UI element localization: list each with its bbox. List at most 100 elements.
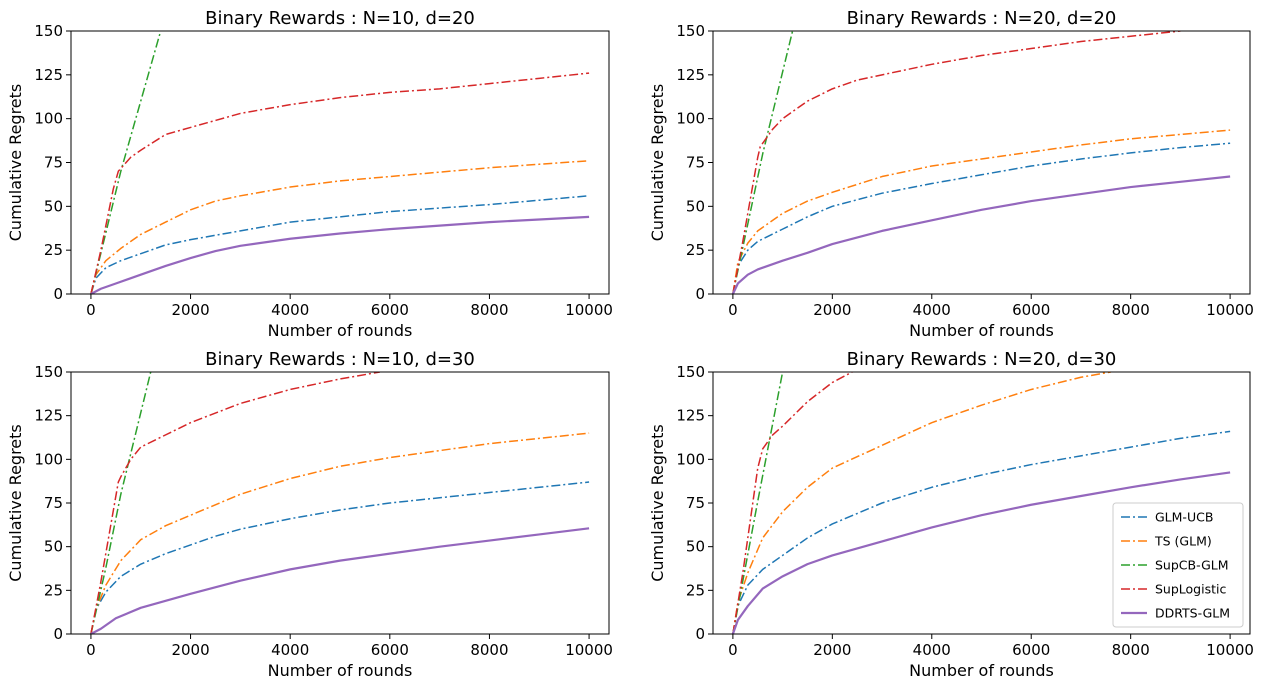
- y-tick-label: 75: [44, 494, 63, 512]
- x-tick-label: 0: [728, 641, 738, 659]
- series-line-glm-ucb: [90, 195, 590, 294]
- series-line-ts-glm: [90, 160, 590, 294]
- series-line-ts-glm: [90, 432, 590, 634]
- series-line-suplogistic: [732, 372, 853, 634]
- y-tick-label: 125: [34, 66, 63, 84]
- x-tick-label: 8000: [470, 641, 508, 659]
- y-tick-label: 150: [676, 22, 705, 40]
- x-tick-label: 2000: [813, 641, 851, 659]
- x-tick-label: 10000: [565, 301, 613, 319]
- y-tick-label: 150: [676, 363, 705, 381]
- y-tick-label: 125: [676, 407, 705, 425]
- legend-entry: TS (GLM): [1154, 534, 1212, 549]
- plot-area: [731, 372, 1231, 634]
- x-tick-label: 2000: [171, 301, 209, 319]
- x-tick-label: 6000: [371, 641, 409, 659]
- chart-panel-2: 0 2000 4000 6000 8000 10000 0 25 50 75 100 125 150 Bi…: [648, 8, 1254, 340]
- chart-title: Binary Rewards : N=10, d=20: [205, 8, 475, 29]
- y-tick-label: 25: [44, 581, 63, 599]
- chart-panel-4: 0 2000 4000 6000 8000 10000 0 25 50 75 100 125 150 Bi…: [648, 349, 1254, 680]
- series-line-ddrts-glm: [731, 471, 1231, 634]
- axes-frame: [70, 371, 610, 635]
- x-tick-label: 6000: [371, 301, 409, 319]
- y-axis-label: Cumulative Regrets: [648, 84, 667, 241]
- y-tick-label: 0: [53, 625, 63, 643]
- y-tick-label: 0: [695, 285, 705, 303]
- y-tick-label: 25: [686, 581, 705, 599]
- chart-panel-1: 0 2000 4000 6000 8000 10000 0 25 50 75 100 125 150 Bi…: [6, 8, 613, 340]
- legend-entry: GLM-UCB: [1155, 510, 1213, 525]
- chart-title: Binary Rewards : N=20, d=20: [847, 8, 1117, 29]
- y-tick-label: 50: [686, 197, 705, 215]
- series-line-ddrts-glm: [90, 527, 590, 634]
- x-tick-label: 6000: [1012, 301, 1050, 319]
- y-axis-label: Cumulative Regrets: [648, 424, 667, 581]
- x-tick-label: 2000: [171, 641, 209, 659]
- series-line-glm-ucb: [90, 481, 590, 634]
- x-tick-label: 4000: [913, 641, 951, 659]
- series-line-suplogistic: [90, 372, 380, 634]
- series-line-suplogistic: [90, 72, 590, 294]
- y-tick-label: 150: [34, 363, 63, 381]
- y-tick-label: 125: [34, 407, 63, 425]
- legend-entry: SupCB-GLM: [1155, 558, 1229, 573]
- x-axis-label: Number of rounds: [268, 321, 413, 340]
- y-tick-label: 75: [44, 154, 63, 172]
- y-tick-label: 50: [44, 538, 63, 556]
- x-axis-label: Number of rounds: [268, 661, 413, 680]
- y-tick-label: 100: [676, 450, 705, 468]
- x-tick-label: 10000: [1206, 641, 1254, 659]
- y-tick-label: 0: [695, 625, 705, 643]
- y-tick-label: 100: [34, 450, 63, 468]
- y-tick-label: 100: [34, 110, 63, 128]
- x-tick-label: 6000: [1012, 641, 1050, 659]
- x-tick-label: 4000: [271, 641, 309, 659]
- legend-box: [1112, 502, 1244, 628]
- x-tick-label: 10000: [565, 641, 613, 659]
- plot-area: [731, 31, 1231, 294]
- y-tick-label: 75: [686, 154, 705, 172]
- x-tick-label: 8000: [1112, 301, 1150, 319]
- series-line-ddrts-glm: [90, 215, 590, 294]
- x-axis-label: Number of rounds: [909, 321, 1054, 340]
- series-line-ddrts-glm: [731, 175, 1231, 294]
- legend-entry: SupLogistic: [1155, 582, 1226, 597]
- x-tick-label: 8000: [470, 301, 508, 319]
- plot-area: [90, 372, 590, 634]
- y-tick-label: 50: [44, 197, 63, 215]
- y-tick-label: 50: [686, 538, 705, 556]
- series-line-supcb-glm: [732, 31, 794, 294]
- x-tick-label: 2000: [813, 301, 851, 319]
- series-line-suplogistic: [732, 31, 1181, 294]
- chart-title: Binary Rewards : N=10, d=30: [205, 349, 475, 370]
- series-line-glm-ucb: [732, 430, 1231, 634]
- y-tick-label: 75: [686, 494, 705, 512]
- axes-frame: [712, 30, 1251, 295]
- series-line-ts-glm: [732, 372, 1111, 634]
- y-tick-label: 125: [676, 66, 705, 84]
- axes-frame: [70, 30, 610, 295]
- y-axis-label: Cumulative Regrets: [6, 424, 25, 581]
- series-line-glm-ucb: [732, 142, 1231, 294]
- legend-entry: DDRTS-GLM: [1155, 606, 1230, 621]
- plot-area: [90, 31, 590, 294]
- chart-title: Binary Rewards : N=20, d=30: [847, 349, 1117, 370]
- y-axis-label: Cumulative Regrets: [6, 84, 25, 241]
- series-line-ts-glm: [732, 129, 1231, 294]
- y-tick-label: 100: [676, 110, 705, 128]
- x-tick-label: 4000: [913, 301, 951, 319]
- x-tick-label: 4000: [271, 301, 309, 319]
- legend: GLM-UCB TS (GLM) SupCB-GLM SupLogistic DDRTS…: [1112, 502, 1244, 628]
- y-tick-label: 25: [686, 241, 705, 259]
- chart-panel-3: 0 2000 4000 6000 8000 10000 0 25 50 75 100 125 150 Bi…: [6, 349, 613, 680]
- y-tick-label: 150: [34, 22, 63, 40]
- y-tick-label: 25: [44, 241, 63, 259]
- series-line-supcb-glm: [90, 372, 152, 634]
- x-tick-label: 8000: [1112, 641, 1150, 659]
- x-tick-label: 0: [86, 641, 96, 659]
- x-tick-label: 0: [728, 301, 738, 319]
- x-axis-label: Number of rounds: [909, 661, 1054, 680]
- y-tick-label: 0: [53, 285, 63, 303]
- series-line-supcb-glm: [732, 372, 784, 634]
